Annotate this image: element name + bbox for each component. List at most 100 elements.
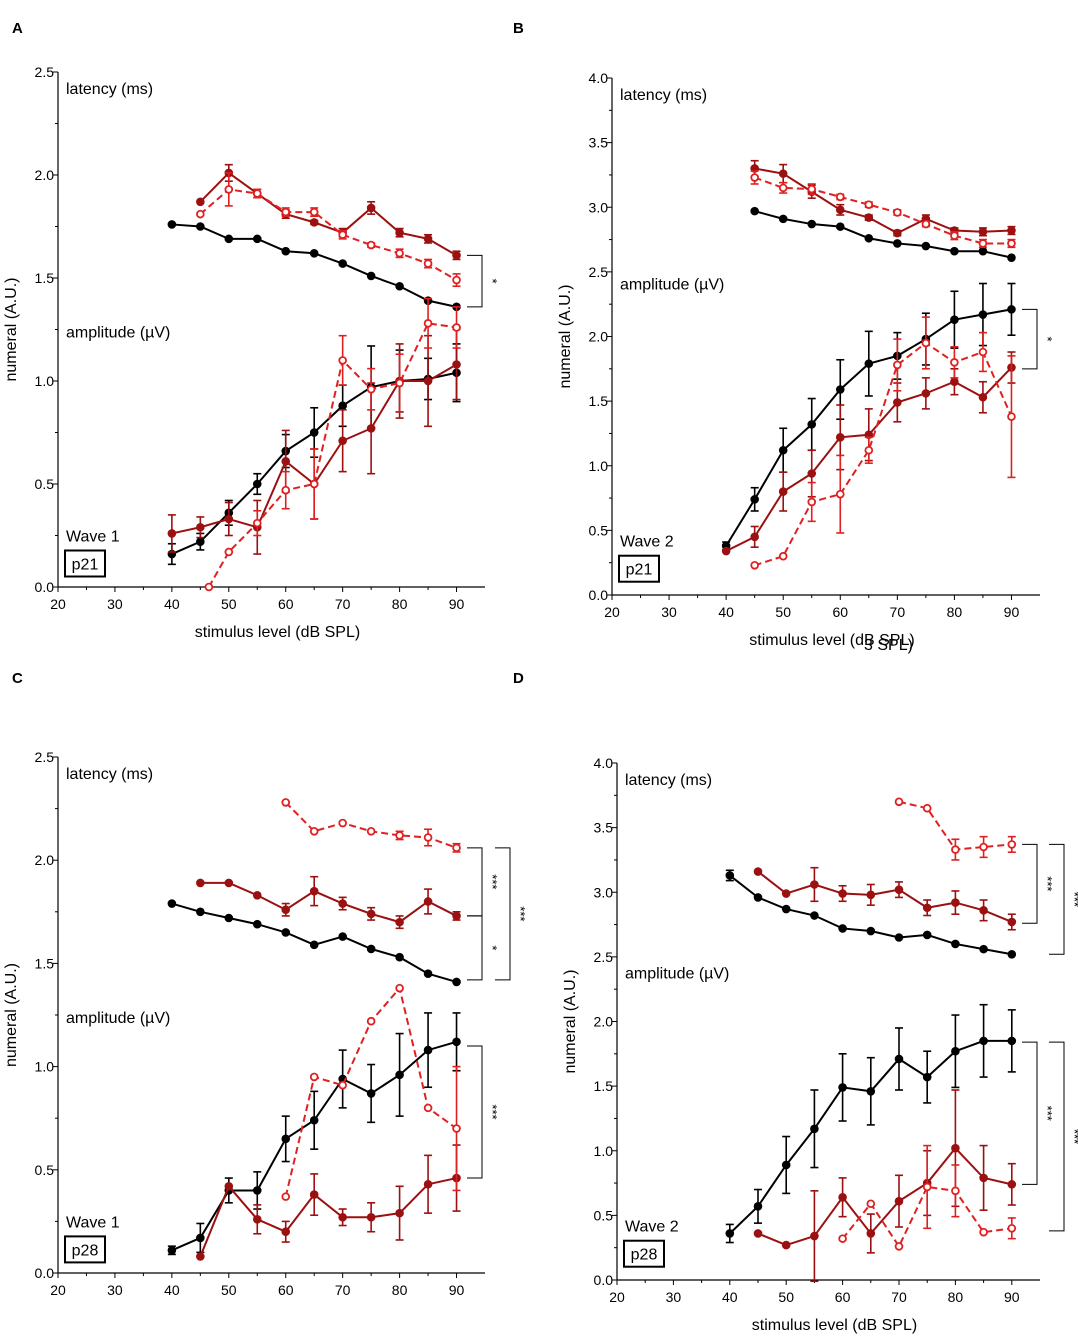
data-point-open bbox=[1007, 239, 1016, 248]
data-point-open bbox=[309, 207, 319, 217]
data-point-open bbox=[224, 185, 234, 194]
series-line bbox=[208, 322, 457, 588]
data-point bbox=[1007, 305, 1016, 314]
series-latency-red bbox=[750, 170, 1016, 249]
data-point-open bbox=[921, 338, 931, 348]
data-point bbox=[750, 206, 759, 216]
data-point bbox=[866, 1229, 876, 1238]
data-point bbox=[978, 227, 988, 237]
data-point bbox=[1007, 917, 1017, 927]
data-point bbox=[395, 1208, 404, 1218]
data-point bbox=[1007, 1180, 1017, 1189]
data-point bbox=[835, 385, 845, 394]
significance-bracket: * bbox=[467, 254, 500, 308]
data-point bbox=[978, 392, 988, 402]
data-point-open bbox=[224, 547, 234, 557]
bracket-line bbox=[467, 1045, 483, 1179]
data-point-open bbox=[204, 582, 214, 592]
series-latency-red bbox=[196, 172, 461, 288]
data-point bbox=[196, 878, 205, 888]
data-point bbox=[866, 926, 876, 936]
bracket-line bbox=[1022, 843, 1038, 924]
data-point bbox=[395, 917, 404, 927]
x-axis-title: stimulus level (dB SPL) bbox=[749, 632, 914, 649]
age-box bbox=[64, 1235, 106, 1264]
data-point-open bbox=[894, 1242, 904, 1251]
x-tick-label: 60 bbox=[832, 604, 848, 620]
x-tick-label: 20 bbox=[604, 604, 620, 620]
panel-letter: C bbox=[12, 670, 23, 687]
data-point-open bbox=[366, 827, 376, 836]
data-point bbox=[224, 1182, 234, 1191]
data-point bbox=[893, 239, 902, 248]
x-tick-label: 60 bbox=[278, 1282, 294, 1298]
data-point bbox=[978, 246, 988, 256]
significance-stars: *** bbox=[485, 1104, 500, 1119]
data-point bbox=[810, 1231, 819, 1241]
data-point bbox=[224, 878, 234, 888]
x-tick-label: 50 bbox=[778, 1289, 794, 1305]
data-point bbox=[810, 880, 819, 889]
bracket-line bbox=[1022, 1041, 1038, 1185]
data-point-open bbox=[338, 818, 347, 828]
data-point bbox=[753, 1202, 763, 1211]
data-point bbox=[196, 907, 205, 917]
data-point bbox=[810, 1124, 819, 1134]
amplitude-label: amplitude (µV) bbox=[620, 277, 724, 294]
data-point bbox=[978, 310, 988, 319]
data-point-open bbox=[950, 231, 959, 240]
data-point bbox=[366, 1089, 376, 1098]
data-point bbox=[423, 969, 433, 979]
data-point-open bbox=[979, 842, 988, 852]
data-point bbox=[423, 234, 433, 244]
x-tick-label: 90 bbox=[449, 596, 465, 612]
y-axis-title: numeral (A.U.) bbox=[3, 963, 20, 1067]
y-tick-label: 2.5 bbox=[594, 949, 614, 965]
series-latency-dark-red bbox=[753, 866, 1017, 931]
data-point-open bbox=[978, 239, 988, 248]
y-tick-label: 1.0 bbox=[594, 1143, 614, 1159]
data-point-open bbox=[864, 200, 874, 209]
data-point-open bbox=[395, 983, 404, 993]
wave-label: Wave 1 bbox=[66, 529, 120, 546]
data-point bbox=[835, 222, 845, 231]
y-tick-label: 1.0 bbox=[589, 458, 609, 474]
data-point bbox=[922, 930, 932, 940]
x-tick-label: 30 bbox=[666, 1289, 682, 1305]
significance-bracket: *** bbox=[1049, 843, 1078, 955]
data-point bbox=[196, 1252, 205, 1261]
y-tick-label: 0.0 bbox=[35, 1265, 55, 1281]
data-point bbox=[781, 1160, 791, 1170]
panel-letter: A bbox=[12, 20, 23, 37]
data-point-open bbox=[395, 378, 404, 388]
data-point bbox=[309, 218, 319, 227]
data-point bbox=[921, 241, 931, 251]
data-point bbox=[309, 940, 319, 950]
data-point-open bbox=[338, 1080, 347, 1090]
bracket-line bbox=[467, 915, 483, 981]
data-point bbox=[281, 905, 291, 915]
y-tick-label: 0.5 bbox=[35, 1162, 55, 1178]
x-tick-label: 90 bbox=[1004, 604, 1020, 620]
data-point bbox=[979, 1173, 988, 1183]
data-point bbox=[1007, 226, 1016, 235]
data-point bbox=[951, 939, 960, 949]
series-line bbox=[754, 167, 1012, 235]
data-point-open bbox=[978, 347, 988, 357]
data-point bbox=[167, 1245, 177, 1255]
age-box bbox=[618, 554, 660, 583]
x-tick-label: 90 bbox=[449, 1282, 465, 1298]
data-point bbox=[864, 233, 874, 243]
data-point-open bbox=[951, 1186, 960, 1196]
data-point-open bbox=[338, 356, 347, 365]
y-tick-label: 1.0 bbox=[35, 373, 55, 389]
significance-stars: *** bbox=[485, 874, 500, 889]
y-tick-label: 0.0 bbox=[35, 579, 55, 595]
data-point bbox=[452, 360, 461, 369]
data-point bbox=[979, 944, 988, 954]
y-tick-label: 1.0 bbox=[35, 1059, 55, 1075]
data-point bbox=[778, 169, 788, 178]
data-point bbox=[1007, 1036, 1017, 1046]
data-point bbox=[309, 1115, 319, 1125]
x-tick-label: 70 bbox=[335, 1282, 351, 1298]
